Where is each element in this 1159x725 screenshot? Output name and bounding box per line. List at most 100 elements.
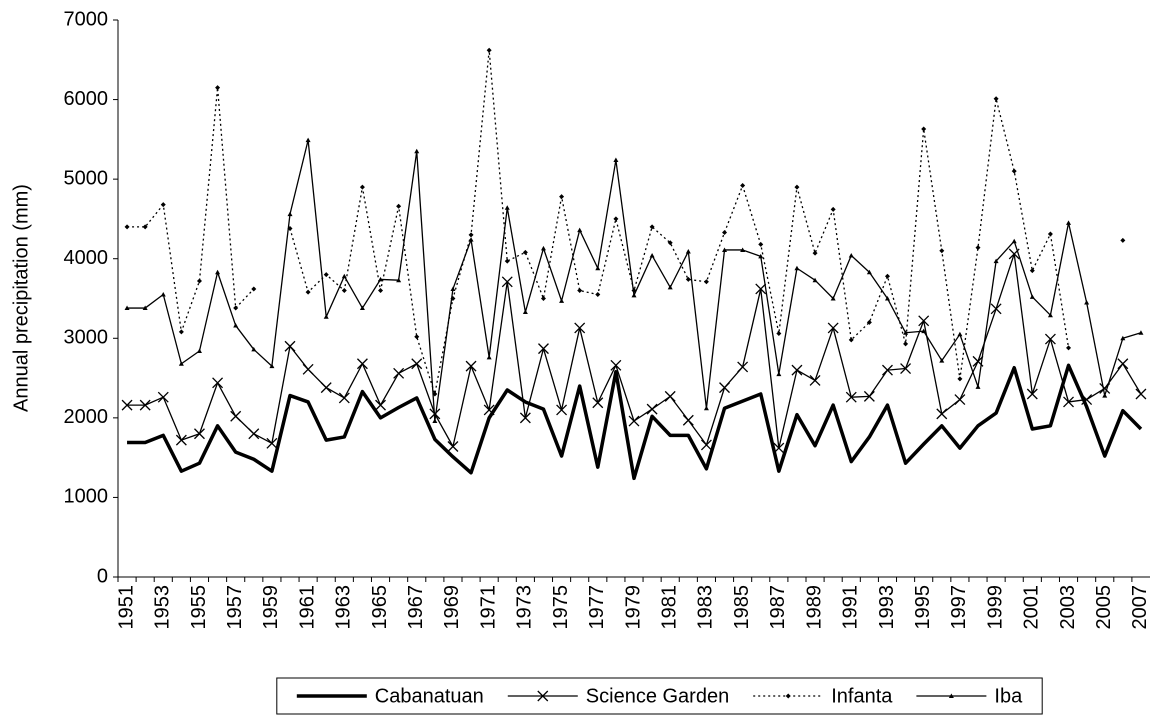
point-marker (848, 337, 854, 343)
point-marker (175, 434, 187, 446)
point-marker (1029, 294, 1035, 299)
point-marker (124, 224, 130, 230)
point-marker (157, 391, 169, 403)
point-marker (447, 441, 459, 452)
point-marker (1029, 268, 1035, 274)
point-marker (215, 269, 221, 275)
point-marker (1120, 237, 1126, 243)
point-marker (468, 237, 474, 242)
point-marker (302, 363, 314, 375)
point-marker (954, 394, 966, 406)
point-marker (1011, 238, 1017, 244)
point-marker (613, 157, 619, 163)
point-marker (121, 399, 133, 411)
point-marker (863, 390, 875, 402)
y-tick-label: 3000 (64, 327, 109, 349)
point-marker (1084, 299, 1090, 305)
point-marker (918, 315, 930, 327)
point-marker (794, 265, 800, 271)
point-marker (251, 346, 257, 352)
legend-marker (785, 693, 791, 699)
point-marker (993, 258, 999, 264)
point-marker (900, 363, 912, 374)
point-marker (233, 305, 239, 311)
point-marker (323, 314, 329, 319)
point-marker (703, 279, 709, 285)
legend-marker (537, 690, 549, 702)
point-marker (269, 363, 275, 369)
x-tick-label: 1961 (296, 585, 318, 630)
x-tick-label: 1951 (115, 585, 137, 630)
point-marker (142, 305, 148, 311)
y-tick-label: 7000 (64, 8, 109, 30)
x-tick-label: 1995 (912, 585, 934, 630)
point-marker (248, 428, 260, 440)
point-marker (812, 250, 818, 256)
point-marker (884, 296, 890, 301)
point-marker (740, 247, 746, 252)
y-tick-label: 5000 (64, 167, 109, 189)
point-marker (1135, 388, 1147, 400)
x-tick-label: 2007 (1129, 585, 1151, 630)
point-marker (359, 184, 365, 190)
point-marker (649, 224, 655, 230)
point-marker (939, 358, 945, 363)
point-marker (1026, 388, 1038, 400)
point-marker (595, 265, 601, 271)
point-marker (773, 442, 785, 454)
point-marker (212, 377, 224, 389)
point-marker (685, 249, 691, 254)
point-marker (667, 284, 673, 290)
point-marker (414, 334, 420, 340)
point-marker (794, 184, 800, 190)
point-marker (903, 330, 909, 335)
point-marker (776, 371, 782, 377)
point-marker (540, 245, 546, 251)
x-tick-label: 1985 (731, 585, 753, 630)
point-marker (538, 343, 549, 355)
point-marker (936, 408, 948, 420)
point-marker (577, 227, 583, 233)
point-marker (758, 241, 764, 247)
point-marker (1011, 168, 1017, 174)
point-marker (501, 276, 513, 288)
x-tick-label: 1989 (803, 585, 825, 630)
point-marker (504, 258, 510, 264)
point-marker (124, 305, 130, 311)
x-tick-label: 1957 (224, 585, 246, 630)
x-tick-label: 1999 (984, 585, 1006, 630)
x-tick-label: 2001 (1021, 585, 1043, 630)
legend-label: Science Garden (586, 685, 729, 707)
point-marker (758, 253, 764, 259)
point-marker (483, 404, 495, 416)
point-marker (196, 348, 202, 354)
point-marker (884, 273, 890, 279)
point-marker (1047, 231, 1053, 237)
point-marker (519, 412, 531, 424)
point-marker (251, 286, 257, 292)
point-marker (685, 276, 691, 282)
legend: Cabanatuan Science Garden Infanta Iba (276, 677, 1043, 715)
point-marker (540, 296, 546, 301)
point-marker (755, 283, 767, 295)
x-tick-label: 1965 (369, 585, 391, 630)
point-marker (393, 367, 405, 379)
point-marker (1102, 393, 1108, 398)
point-marker (882, 364, 893, 376)
point-marker (610, 359, 622, 371)
point-marker (646, 403, 658, 415)
x-tick-label: 1971 (477, 585, 499, 630)
point-marker (577, 288, 583, 294)
point-marker (378, 288, 384, 294)
point-marker (1120, 335, 1126, 341)
x-tick-label: 1975 (550, 585, 572, 630)
legend-marker (948, 693, 954, 698)
series-line (127, 363, 1143, 481)
x-tick-label: 1969 (441, 585, 463, 630)
x-tick-label: 1955 (188, 585, 210, 630)
point-marker (592, 397, 604, 409)
point-marker (266, 437, 278, 449)
point-marker (595, 292, 601, 298)
y-tick-label: 6000 (64, 88, 109, 110)
